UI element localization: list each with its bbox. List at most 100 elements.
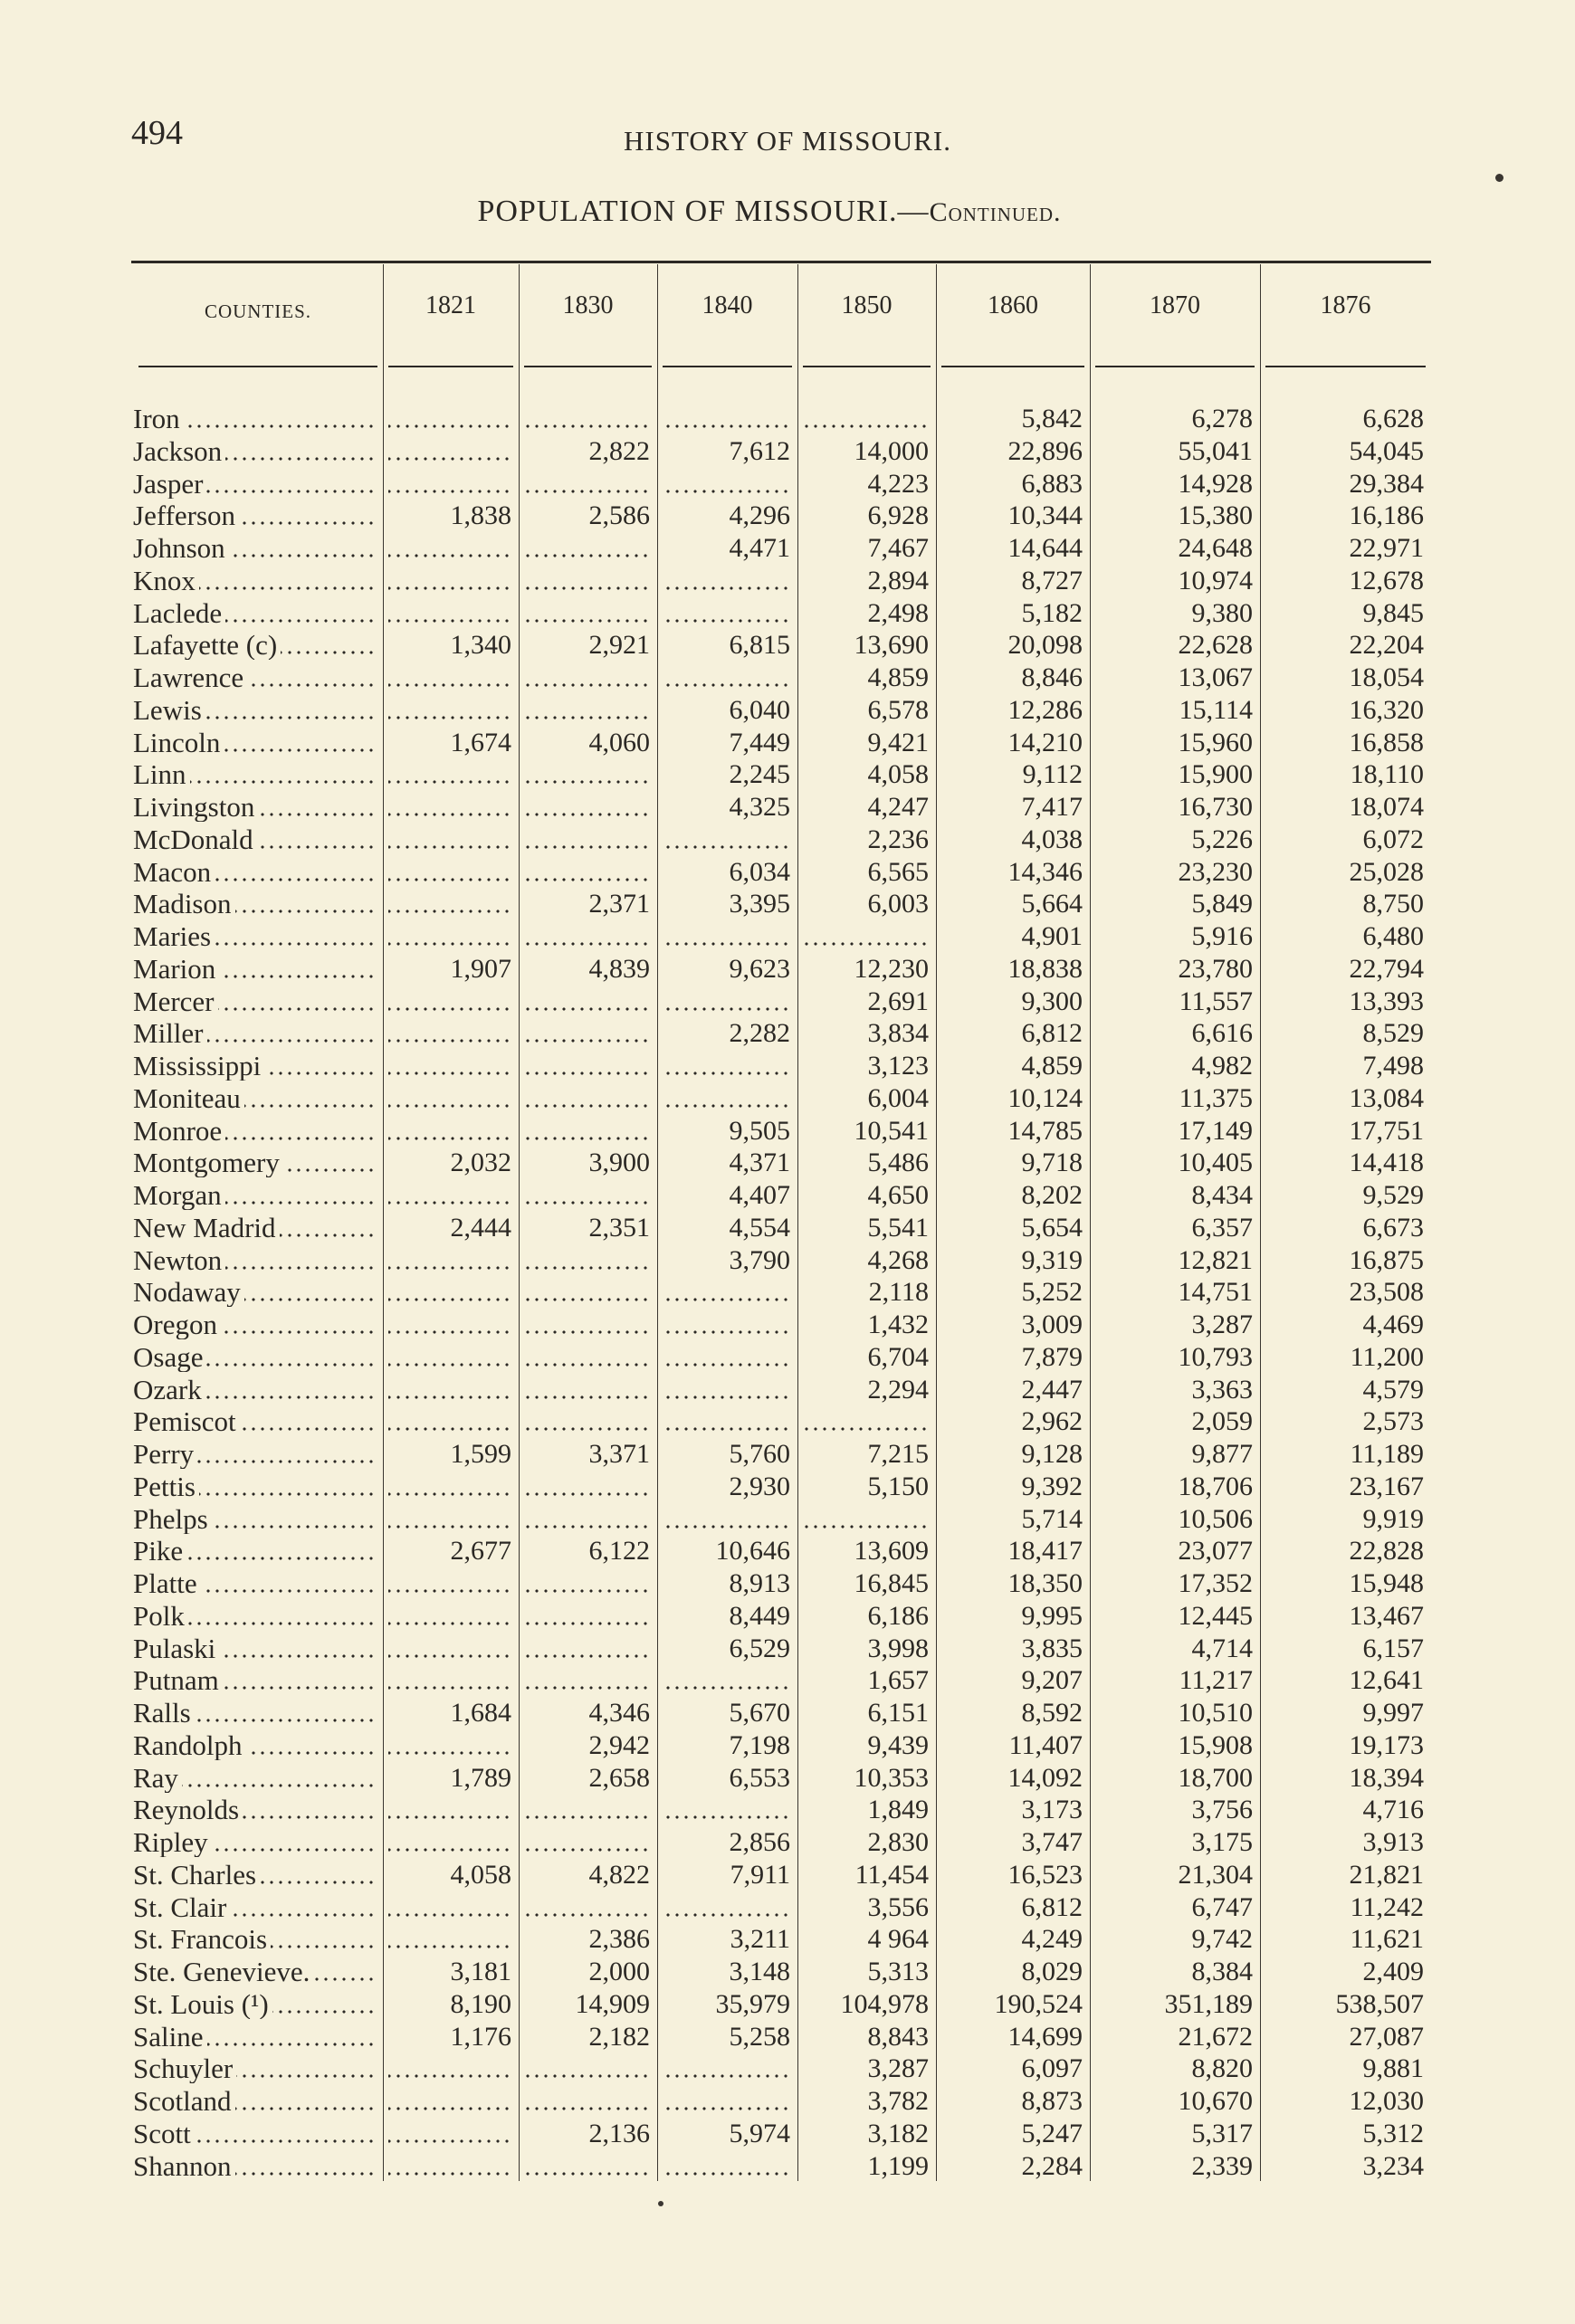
population-1821: 1,838: [450, 500, 512, 531]
running-title-text: HISTORY OF MISSOURI.: [624, 125, 951, 157]
population-1876: 22,794: [1349, 953, 1425, 984]
dot-leader: [280, 1233, 376, 1237]
county-name-text: Randolph: [133, 1729, 243, 1760]
table-title: POPULATION OF MISSOURI.—Continued.: [0, 195, 1539, 229]
empty-cell-1821: [388, 1662, 511, 1696]
empty-cell-1821: [388, 433, 511, 466]
empty-cell-1830: [524, 1500, 650, 1534]
county-name: Newton: [133, 1243, 377, 1275]
county-name: Lafayette (c): [133, 627, 377, 660]
county-name-text: Mississippi: [133, 1050, 262, 1081]
empty-cell-1830: [524, 1566, 650, 1598]
county-name-text: Jasper: [133, 467, 204, 499]
population-1840: 7,612: [729, 435, 791, 466]
population-1850: 4 964: [867, 1924, 930, 1955]
population-1850: 3,182: [867, 2118, 930, 2148]
population-1850: 7,467: [867, 533, 930, 563]
population-1876: 13,084: [1349, 1082, 1425, 1113]
population-1860: 6,097: [1021, 2053, 1083, 2084]
population-1870: 24,648: [1178, 533, 1254, 563]
population-1860: 9,995: [1021, 1600, 1083, 1631]
population-1876: 12,678: [1349, 565, 1425, 595]
empty-cell-1821: [388, 2083, 511, 2116]
table-row: St. Clair 3,556 6,812 6,747 11,242: [0, 1889, 1575, 1922]
county-name-text: Polk: [133, 1599, 185, 1631]
county-name-text: Ralls: [133, 1697, 191, 1728]
county-name-text: Ste. Genevieve.: [133, 1956, 310, 1986]
population-1821: 2,444: [450, 1212, 512, 1243]
county-name: Lewis: [133, 692, 377, 725]
population-1870: 11,217: [1179, 1665, 1253, 1696]
table-row: Nodaway 2,118 5,252 14,751 23,508: [0, 1274, 1575, 1308]
dot-leader: [244, 1103, 376, 1108]
population-1821: 1,907: [450, 953, 512, 984]
county-name-text: Lawrence: [133, 662, 244, 692]
population-1821: 4,058: [450, 1859, 512, 1890]
population-1860: 7,417: [1021, 792, 1083, 822]
column-header-1830: 1830: [562, 291, 614, 319]
dot-leader: [272, 2009, 376, 2014]
dot-leader: [229, 554, 376, 557]
dot-leader: [225, 1265, 376, 1270]
population-1850: 9,439: [867, 1729, 930, 1760]
population-1850: 1,657: [867, 1665, 930, 1696]
empty-cell-1821: [388, 465, 511, 499]
population-1876: 8,750: [1362, 889, 1425, 919]
county-name-text: Ozark: [133, 1373, 202, 1405]
population-1830: 2,182: [588, 2021, 651, 2052]
population-1821: 1,599: [450, 1439, 512, 1469]
population-1850: 2,118: [868, 1277, 929, 1308]
county-name-text: Osage: [133, 1340, 204, 1372]
empty-cell-1821: [388, 530, 511, 563]
table-row: Moniteau 6,004 10,124 11,375 13,084: [0, 1080, 1575, 1113]
column-header-counties: COUNTIES.: [204, 300, 312, 322]
population-1850: 3,998: [867, 1633, 930, 1663]
population-1860: 11,407: [1008, 1729, 1083, 1760]
population-1860: 2,962: [1021, 1406, 1083, 1437]
population-1870: 6,747: [1191, 1891, 1254, 1922]
empty-cell-1830: [524, 1468, 650, 1501]
dot-leader: [215, 942, 376, 946]
population-1860: 8,727: [1021, 565, 1083, 595]
population-1860: 9,319: [1021, 1244, 1083, 1275]
page-number: 494: [131, 114, 183, 152]
population-1840: 4,296: [729, 500, 791, 531]
county-name-text: Pike: [133, 1535, 184, 1567]
population-1830: 2,658: [588, 1762, 651, 1793]
population-1860: 4,249: [1021, 1924, 1083, 1955]
county-name: Platte: [133, 1566, 377, 1598]
dot-leader: [207, 1039, 376, 1043]
county-name: Iron: [133, 401, 377, 433]
empty-cell-1830: [524, 2148, 650, 2181]
population-1870: 3,756: [1191, 1795, 1254, 1825]
population-1860: 12,286: [1007, 694, 1083, 725]
table-row: Pike 2,677 6,122 10,646 13,609 18,417 23,077 22…: [0, 1533, 1575, 1566]
population-1840: 9,505: [729, 1115, 791, 1146]
population-1840: 3,395: [729, 889, 791, 919]
dot-leader: [225, 1136, 376, 1140]
county-name-text: Jackson: [133, 434, 223, 466]
empty-cell-1821: [388, 595, 511, 628]
population-1870: 23,780: [1178, 953, 1254, 984]
county-name-text: Phelps: [133, 1502, 208, 1534]
county-name: Randolph: [133, 1728, 377, 1760]
dot-leader: [218, 1006, 376, 1011]
population-1876: 6,628: [1362, 404, 1425, 433]
population-1830: 3,900: [588, 1148, 651, 1178]
empty-cell-1840: [663, 1274, 790, 1308]
county-name: Mississippi: [133, 1048, 377, 1081]
dot-leader: [223, 1686, 376, 1691]
county-name: Ste. Genevieve.: [133, 1954, 377, 1986]
empty-cell-1821: [388, 886, 511, 919]
population-1860: 5,664: [1021, 889, 1083, 919]
empty-cell-1821: [388, 1048, 511, 1081]
empty-cell-1821: [388, 757, 511, 790]
empty-cell-1821: [388, 983, 511, 1016]
county-name: Saline: [133, 2019, 377, 2052]
dot-leader: [230, 1912, 376, 1917]
population-1850: 5,313: [867, 1957, 930, 1986]
ink-speck: [658, 2201, 663, 2206]
population-1850: 4,247: [867, 792, 930, 822]
population-1876: 9,529: [1362, 1180, 1425, 1210]
county-name-text: Lafayette (c): [133, 629, 278, 661]
